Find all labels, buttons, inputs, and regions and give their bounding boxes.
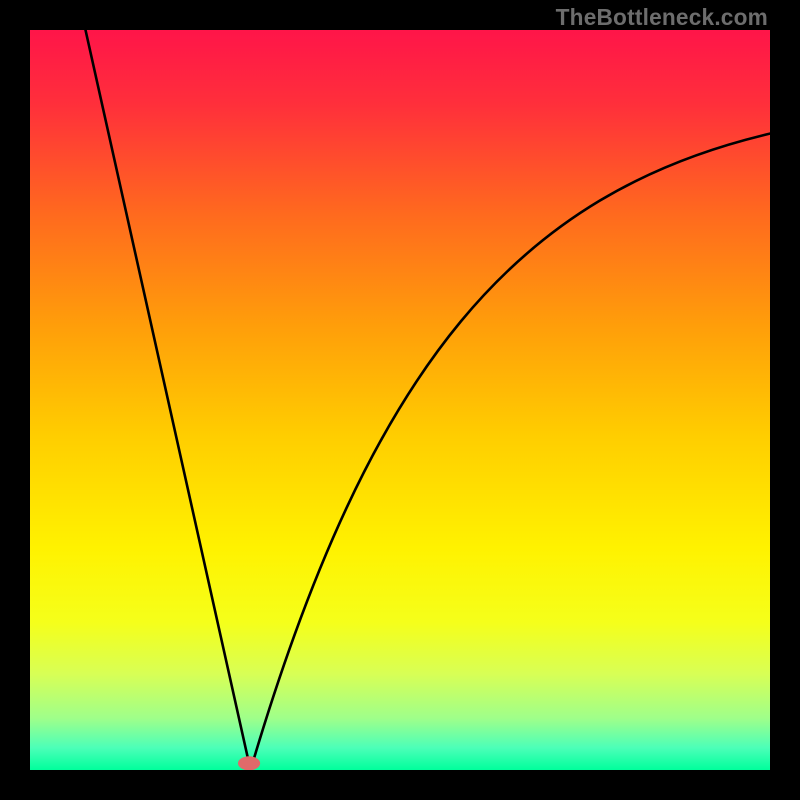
- chart-svg: [30, 30, 770, 770]
- min-marker: [238, 756, 260, 770]
- chart-background: [30, 30, 770, 770]
- chart-frame: TheBottleneck.com: [0, 0, 800, 800]
- plot-area: [30, 30, 770, 770]
- watermark-text: TheBottleneck.com: [556, 4, 768, 31]
